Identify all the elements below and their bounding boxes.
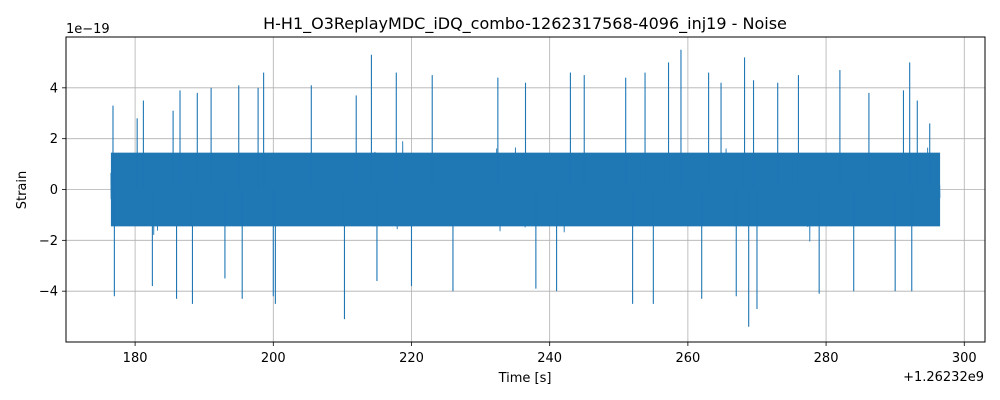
- y-tick-label: 4: [50, 81, 58, 96]
- y-tick-label: −4: [39, 285, 58, 300]
- x-tick-label: 280: [814, 351, 839, 366]
- x-tick-label: 300: [952, 351, 977, 366]
- x-tick-label: 180: [123, 351, 148, 366]
- x-tick-label: 260: [675, 351, 700, 366]
- y-scale-label: 1e−19: [66, 22, 110, 37]
- x-offset-label: +1.26232e9: [903, 370, 984, 385]
- y-tick-label: 2: [50, 132, 58, 147]
- y-tick-label: 0: [50, 183, 58, 198]
- y-tick-label: −2: [39, 234, 58, 249]
- y-axis-label: Strain: [15, 171, 30, 210]
- data-layer: [110, 49, 941, 327]
- plot-area: 180 200 220 240 260 280 300 −4 −2 0 2 4: [39, 36, 986, 366]
- x-tick-label: 220: [399, 351, 424, 366]
- chart-title: H-H1_O3ReplayMDC_iDQ_combo-1262317568-40…: [263, 14, 787, 34]
- tick-layer: 180 200 220 240 260 280 300 −4 −2 0 2 4: [39, 81, 977, 366]
- x-tick-label: 200: [261, 351, 286, 366]
- x-tick-label: 240: [537, 351, 562, 366]
- x-axis-label: Time [s]: [498, 371, 552, 386]
